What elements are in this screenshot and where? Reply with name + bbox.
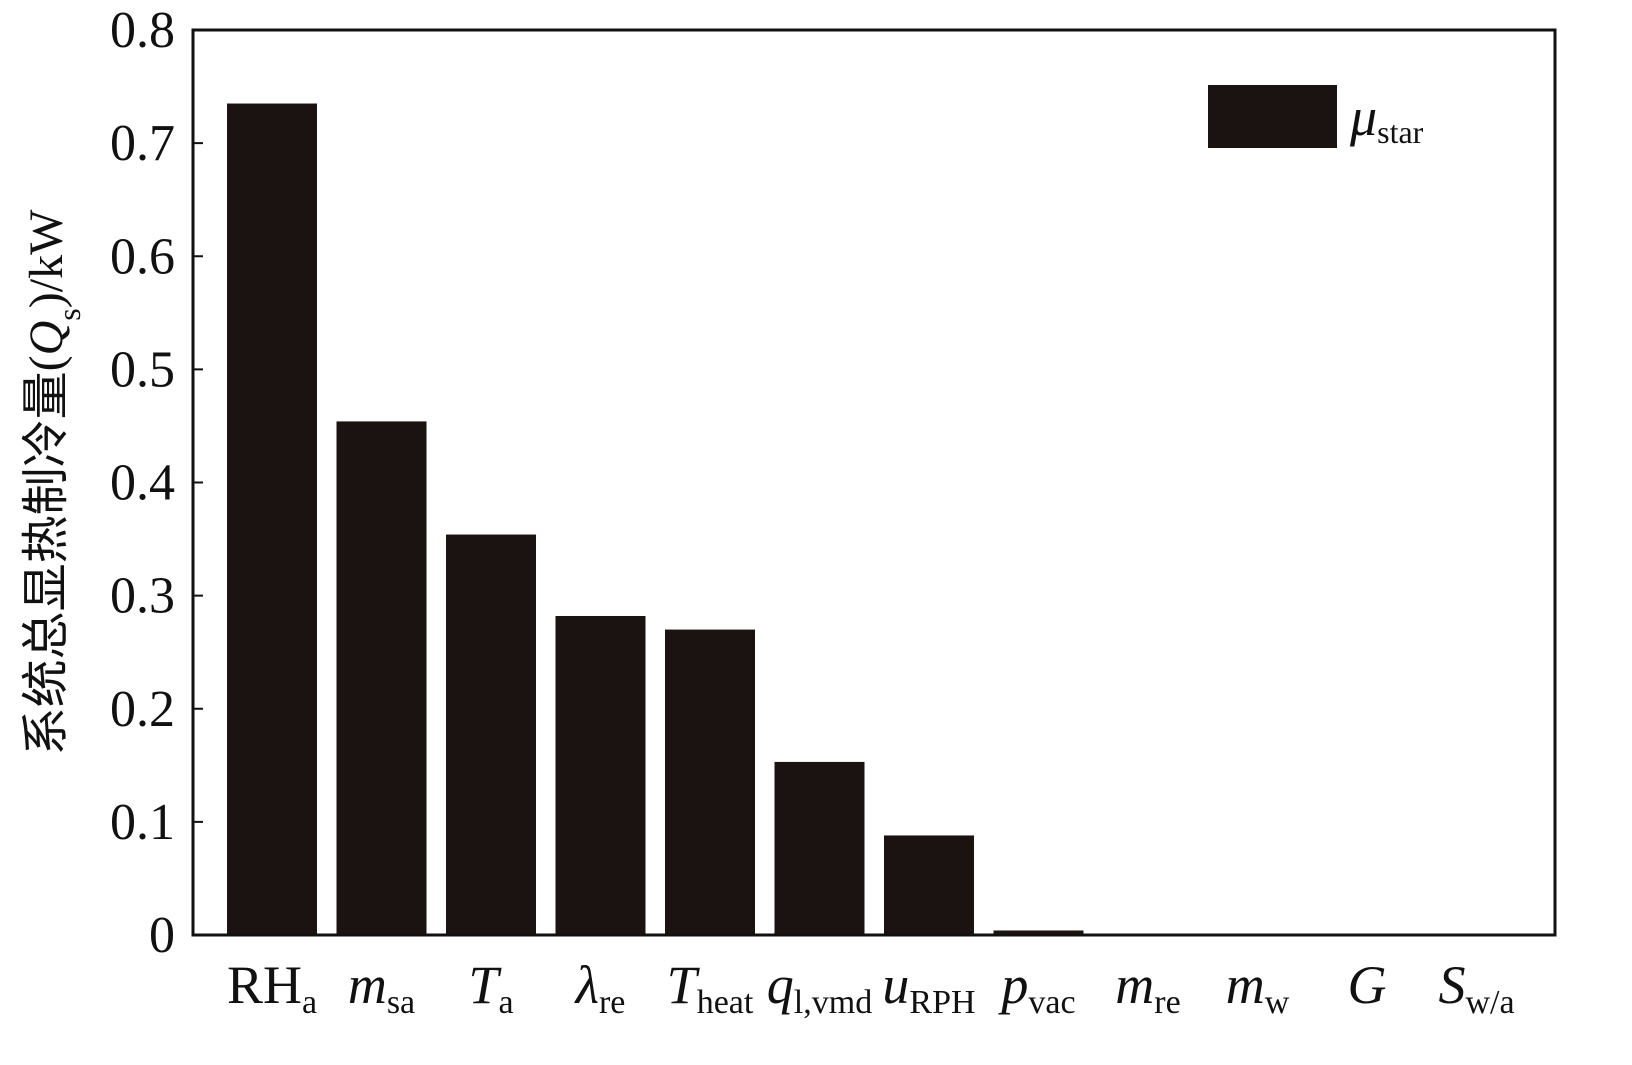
x-tick-label-main: λ xyxy=(574,955,599,1015)
x-tick-label-sub: sa xyxy=(387,984,415,1021)
y-tick-label: 0.1 xyxy=(110,794,175,851)
x-tick-label: mre xyxy=(1115,955,1180,1021)
x-tick-label-main: u xyxy=(882,955,909,1015)
x-tick-label-sub: w xyxy=(1265,984,1290,1021)
legend-label-main: μ xyxy=(1349,87,1377,147)
x-tick-label: Theat xyxy=(667,955,754,1021)
x-tick-label: RHa xyxy=(227,955,317,1021)
x-tick-label: ql,vmd xyxy=(767,955,872,1021)
x-tick-label-sub: vac xyxy=(1028,984,1075,1021)
legend-label-sub: star xyxy=(1377,114,1424,150)
x-tick-label-sub: re xyxy=(1154,984,1180,1021)
y-tick-label: 0.6 xyxy=(110,228,175,285)
x-tick-label-sub: heat xyxy=(697,984,754,1021)
y-axis-label-part: Q xyxy=(20,321,73,356)
x-tick-label: pvac xyxy=(997,955,1075,1021)
x-tick-label-main: S xyxy=(1438,955,1465,1015)
x-tick-label-sub: w/a xyxy=(1465,984,1514,1021)
x-tick-label-main: G xyxy=(1348,955,1387,1015)
x-tick-label-sub: a xyxy=(302,984,317,1021)
y-axis-label-part: 系统总显热制冷量( xyxy=(20,355,73,755)
bar xyxy=(446,534,536,935)
x-tick-label-main: q xyxy=(767,955,794,1015)
x-tick-label: Ta xyxy=(468,955,513,1021)
legend-label: μstar xyxy=(1349,87,1424,150)
bar xyxy=(884,835,974,935)
y-tick-label: 0.5 xyxy=(110,341,175,398)
x-tick-label: G xyxy=(1348,955,1387,1015)
bar xyxy=(336,421,427,936)
x-tick-label-sub: a xyxy=(498,984,513,1021)
y-axis-label: 系统总显热制冷量(Qs)/kW xyxy=(20,209,87,755)
x-tick-label-main: m xyxy=(1115,955,1154,1015)
plot-frame xyxy=(191,28,1557,937)
legend-swatch xyxy=(1208,85,1337,148)
y-tick-label: 0.7 xyxy=(110,115,175,172)
x-tick-label-sub: l,vmd xyxy=(794,984,872,1021)
x-tick-label-main: T xyxy=(667,955,701,1015)
y-tick-label: 0.4 xyxy=(110,455,175,512)
y-tick-label: 0.3 xyxy=(110,568,175,625)
x-tick-label-main: RH xyxy=(227,955,302,1015)
bar xyxy=(774,761,865,935)
x-tick-label: mw xyxy=(1226,955,1290,1021)
x-tick-label-sub: RPH xyxy=(909,984,975,1021)
bar xyxy=(227,103,317,935)
y-tick-label: 0 xyxy=(149,907,175,964)
x-tick-label: Sw/a xyxy=(1438,955,1514,1021)
x-tick-label: msa xyxy=(348,955,415,1021)
bar xyxy=(993,930,1084,935)
bar xyxy=(665,629,755,935)
y-tick-label: 0.8 xyxy=(110,2,175,59)
x-tick-label-main: p xyxy=(997,955,1028,1015)
bar xyxy=(555,615,646,935)
y-tick-label: 0.2 xyxy=(110,681,175,738)
y-axis-label-part: s xyxy=(51,308,87,320)
x-tick-label-main: T xyxy=(468,955,502,1015)
x-tick-label-sub: re xyxy=(599,984,625,1021)
y-axis-label-part: )/kW xyxy=(20,209,73,308)
x-tick-label: uRPH xyxy=(882,955,975,1021)
x-tick-label-main: m xyxy=(348,955,387,1015)
x-tick-label: λre xyxy=(574,955,626,1021)
x-tick-label-main: m xyxy=(1226,955,1265,1015)
